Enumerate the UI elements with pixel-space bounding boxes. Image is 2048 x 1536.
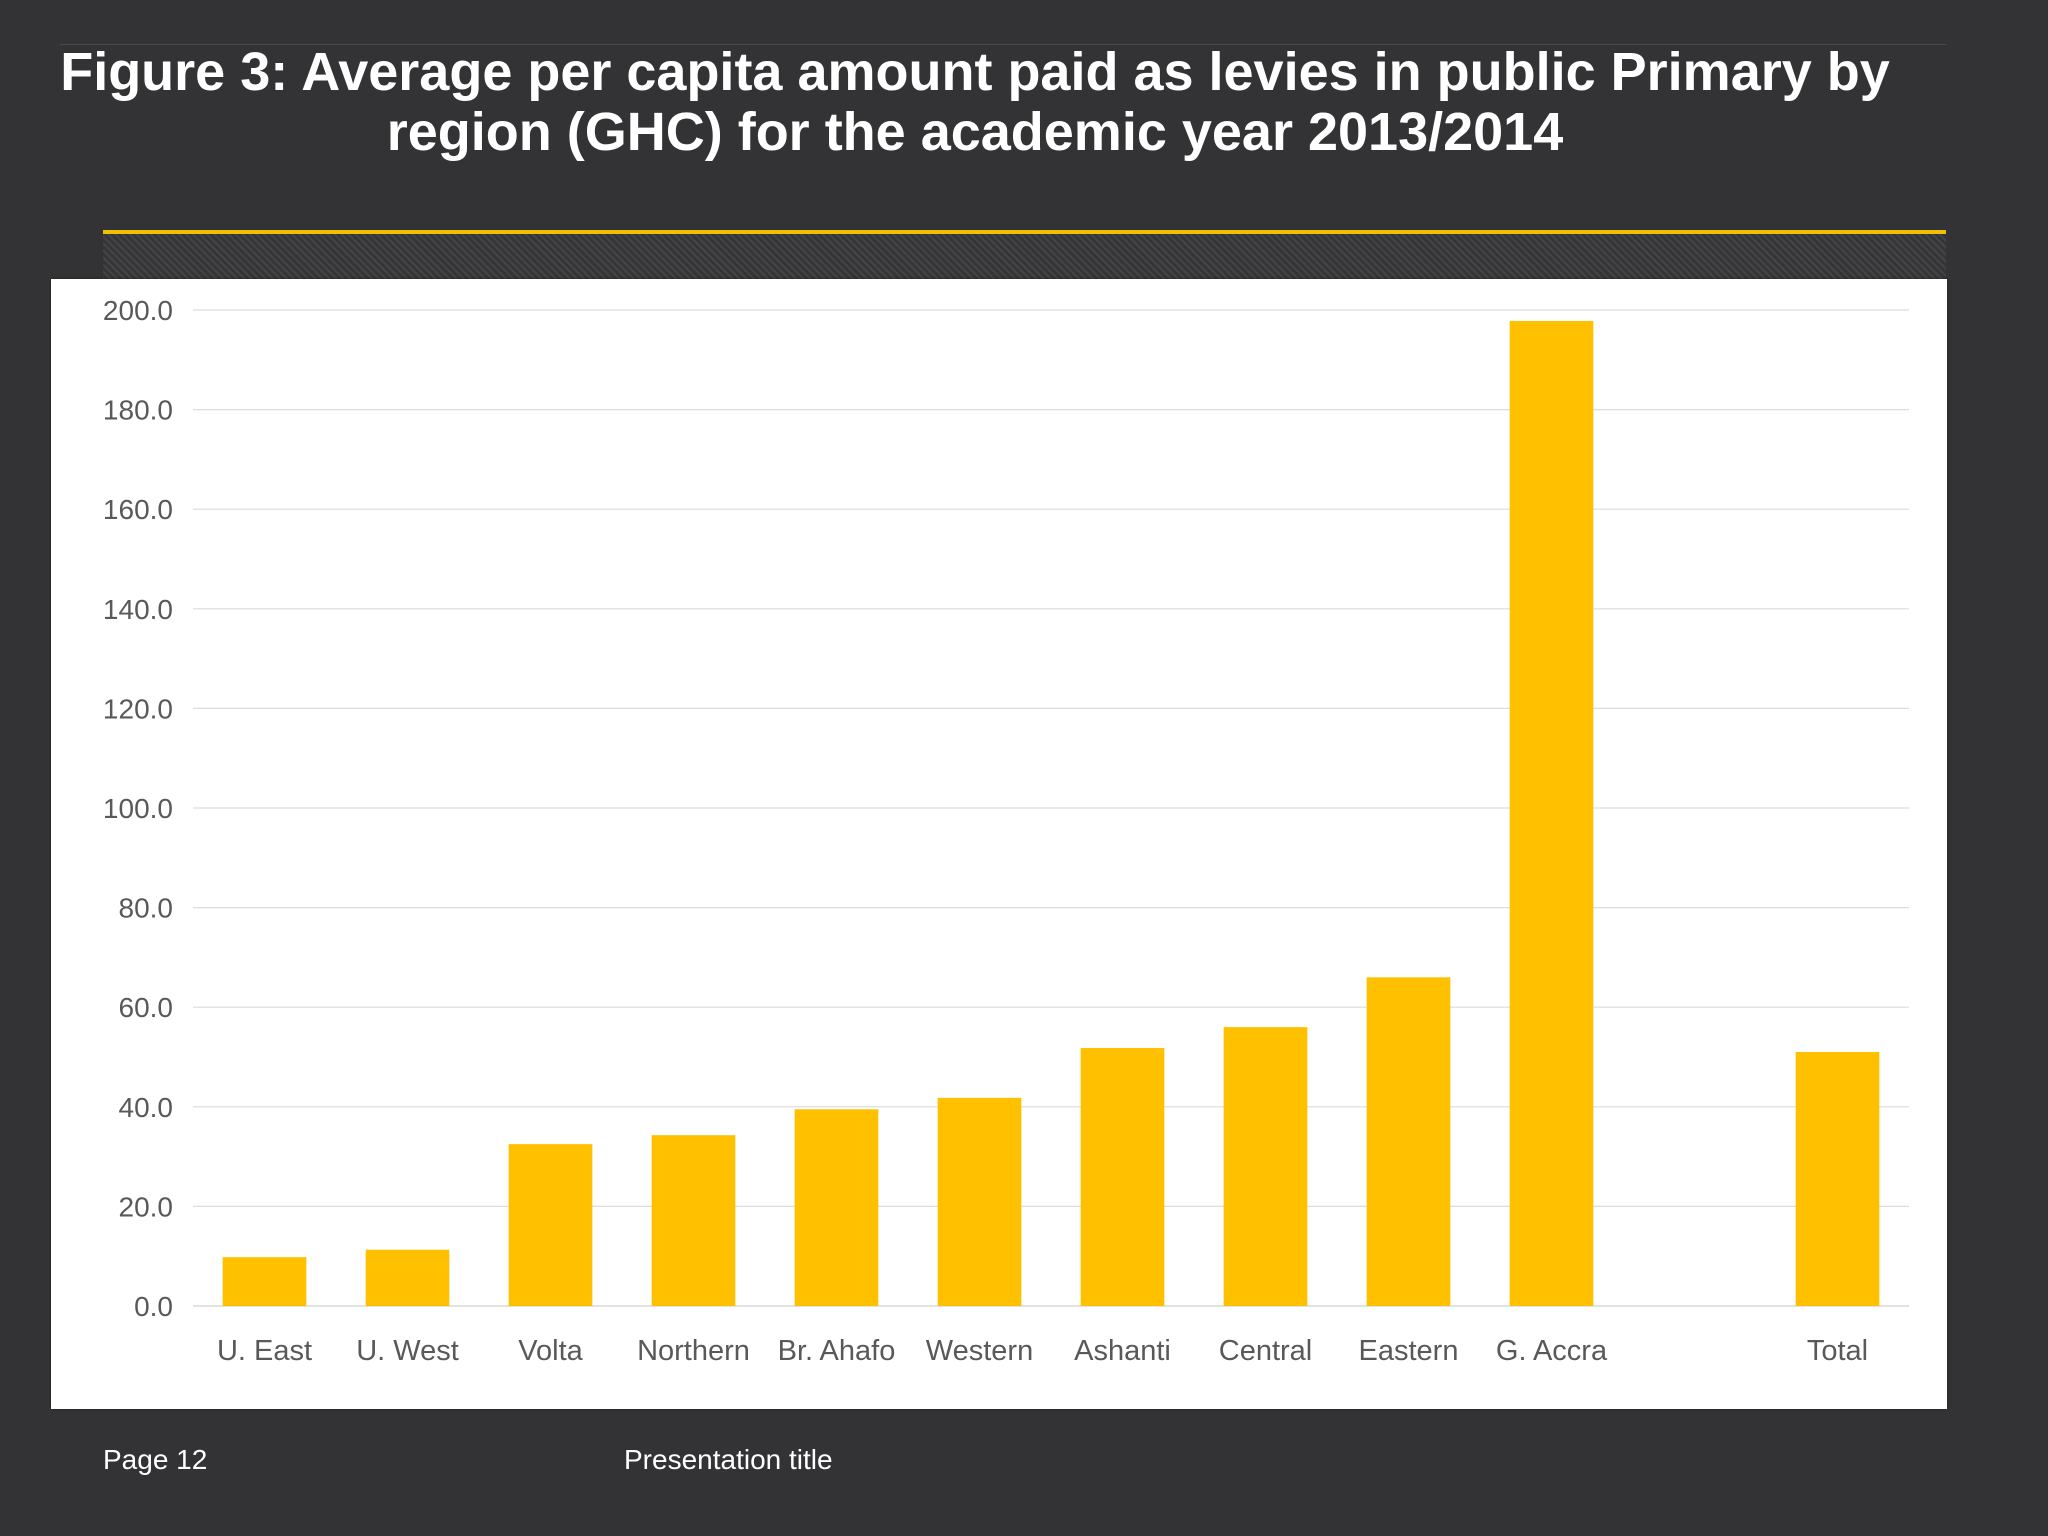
bar [1795,1052,1880,1306]
x-tick-label: Northern [637,1335,750,1367]
x-tick-label: Ashanti [1074,1335,1171,1367]
y-tick-label: 200.0 [103,295,173,326]
y-tick-label: 20.0 [119,1191,174,1222]
bar [365,1249,450,1306]
bar [1223,1027,1308,1306]
x-tick-label: Western [926,1335,1033,1367]
top-divider [60,44,1946,45]
x-tick-label: Eastern [1359,1335,1459,1367]
y-tick-label: 0.0 [134,1291,173,1322]
bar [1080,1048,1165,1306]
x-tick-label: G. Accra [1496,1335,1608,1367]
x-tick-label: Central [1219,1335,1313,1367]
x-tick-label: Total [1807,1335,1868,1367]
y-tick-label: 100.0 [103,793,173,824]
y-tick-label: 180.0 [103,395,173,426]
slide-title: Figure 3: Average per capita amount paid… [60,42,1890,162]
x-tick-label: U. West [356,1335,459,1367]
x-tick-label: Volta [518,1335,583,1367]
bar [937,1097,1022,1306]
presentation-title: Presentation title [624,1444,833,1475]
bar [222,1257,307,1306]
y-tick-label: 140.0 [103,594,173,625]
y-tick-label: 160.0 [103,494,173,525]
bar [1509,320,1594,1306]
y-tick-label: 80.0 [119,893,174,924]
y-tick-label: 40.0 [119,1092,174,1123]
hatched-band [103,233,1946,280]
bar [1366,977,1451,1306]
bar-chart: 0.0 20.0 40.0 60.0 80.0 100.0 120.0 140.0 160.0 1… [103,295,1909,1367]
y-tick-label: 60.0 [119,992,174,1023]
bar [794,1109,879,1306]
accent-divider [103,230,1946,234]
bar [651,1135,736,1306]
bar [508,1144,593,1306]
x-tick-label: U. East [217,1335,312,1367]
page-number: Page 12 [103,1444,208,1475]
y-tick-label: 120.0 [103,693,173,724]
x-tick-label: Br. Ahafo [778,1335,896,1367]
chart-panel: 0.0 20.0 40.0 60.0 80.0 100.0 120.0 140.0 160.0 1… [51,279,1947,1409]
